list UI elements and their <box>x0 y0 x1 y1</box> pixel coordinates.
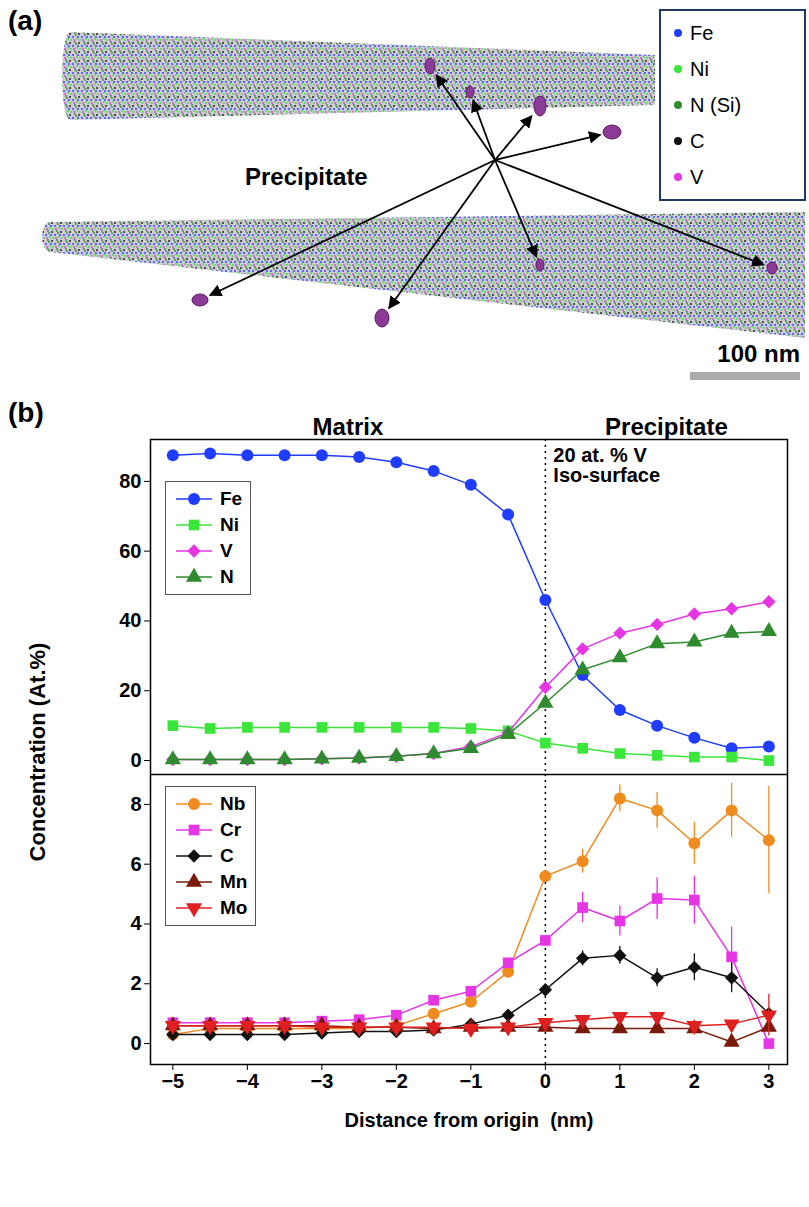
html-text:Mn: Mn <box>220 871 248 892</box>
html-text:Ni: Ni <box>220 514 239 535</box>
html-text:(b): (b) <box>8 397 44 428</box>
svg-text:100 nm: 100 nm <box>717 340 800 367</box>
svg-text:−4: −4 <box>236 1070 260 1092</box>
svg-text:−1: −1 <box>459 1070 482 1092</box>
svg-text:60: 60 <box>119 540 141 562</box>
svg-text:N (Si): N (Si) <box>690 94 741 116</box>
html-text:C: C <box>220 845 234 866</box>
svg-text:C: C <box>690 130 704 152</box>
svg-text:0: 0 <box>130 749 141 771</box>
svg-text:Distance from origin (nm): Distance from origin (nm) <box>345 1109 594 1131</box>
html-text:Cr: Cr <box>220 819 242 840</box>
svg-text:(a): (a) <box>8 5 42 36</box>
svg-text:3: 3 <box>763 1070 774 1092</box>
svg-text:1: 1 <box>614 1070 625 1092</box>
svg-text:6: 6 <box>130 853 141 875</box>
svg-text:80: 80 <box>119 470 141 492</box>
svg-text:Fe: Fe <box>690 22 713 44</box>
svg-text:0: 0 <box>130 1032 141 1054</box>
html-text:V: V <box>220 540 233 561</box>
svg-text:20: 20 <box>119 679 141 701</box>
html-text:Nb: Nb <box>220 793 246 814</box>
svg-text:0: 0 <box>540 1070 551 1092</box>
svg-text:8: 8 <box>130 793 141 815</box>
html-text:N: N <box>220 566 234 587</box>
svg-text:V: V <box>690 166 704 188</box>
html-text:Fe: Fe <box>220 488 243 509</box>
svg-text:Matrix: Matrix <box>313 413 384 440</box>
svg-text:20 at. % VIso-surface: 20 at. % VIso-surface <box>553 444 660 486</box>
svg-text:2: 2 <box>689 1070 700 1092</box>
html-text:Mo: Mo <box>220 897 248 918</box>
svg-text:−5: −5 <box>161 1070 184 1092</box>
html-text:Concentration (At.%): Concentration (At.%) <box>25 642 50 861</box>
svg-text:40: 40 <box>119 609 141 631</box>
svg-text:Precipitate: Precipitate <box>605 413 728 440</box>
svg-text:−2: −2 <box>385 1070 408 1092</box>
svg-text:4: 4 <box>130 912 142 934</box>
svg-text:−3: −3 <box>310 1070 333 1092</box>
svg-text:Precipitate: Precipitate <box>245 163 368 190</box>
svg-text:Ni: Ni <box>690 58 709 80</box>
svg-text:2: 2 <box>130 972 141 994</box>
